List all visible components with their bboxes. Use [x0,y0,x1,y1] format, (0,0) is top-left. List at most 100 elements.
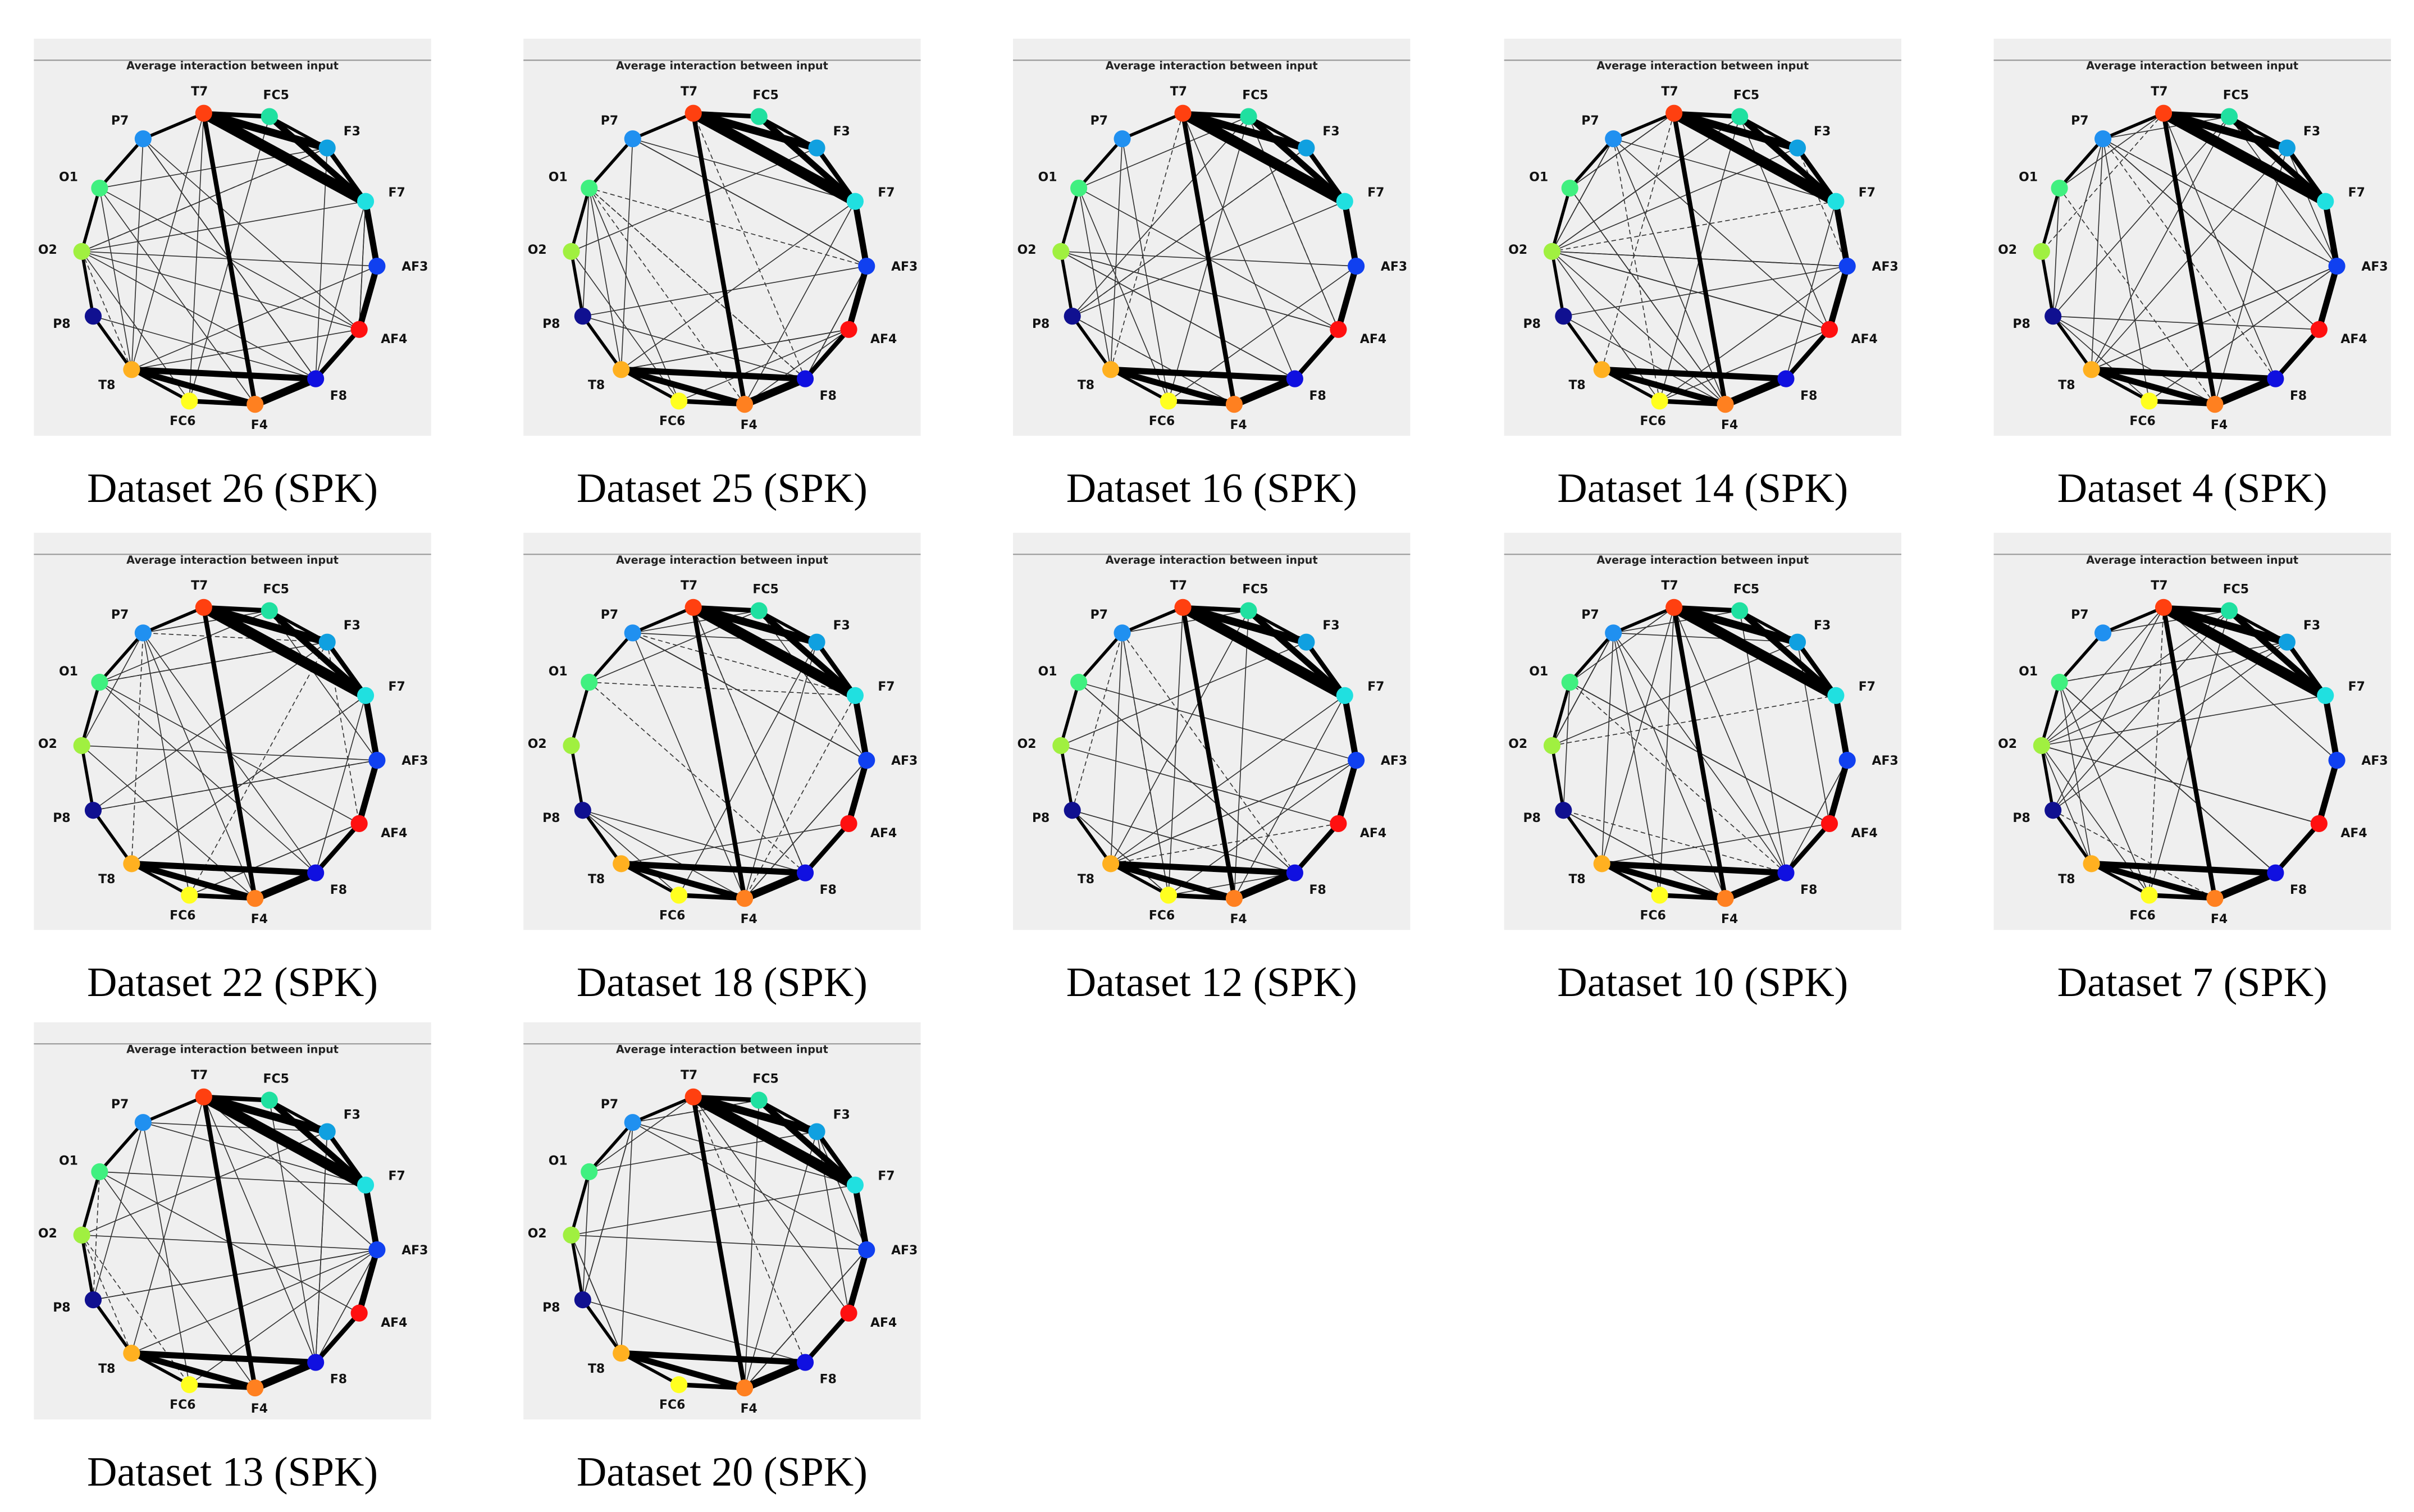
edge [99,682,316,874]
strong-edge [2091,862,2150,897]
strong-edge [268,1099,328,1133]
strong-edge [1672,607,1728,899]
node-label: F8 [330,883,347,897]
edge [2059,682,2150,896]
strong-edge [2274,822,2321,875]
strong-edge [1568,138,1615,189]
node-label: AF3 [2361,260,2388,274]
node [2278,633,2296,651]
strong-edge [314,822,361,875]
strong-edge [620,366,746,408]
node-label: T8 [98,1362,115,1376]
strong-edge [2051,809,2093,865]
edge [1168,266,1357,401]
edge [143,633,190,896]
edge [1569,113,1674,189]
edge [2091,266,2337,371]
node-label: F4 [741,418,757,432]
strong-edge [1784,822,1832,875]
node-label: F8 [1309,883,1326,897]
node [1651,392,1668,410]
node [247,396,264,413]
node-label: O1 [1529,171,1548,185]
node [123,1345,140,1362]
node-label: FC6 [659,1398,685,1412]
node-label: F7 [1367,186,1384,200]
node [181,392,198,410]
node-label: F8 [330,389,347,403]
edge [744,642,818,899]
edge [81,1131,327,1236]
node-label: F7 [1859,680,1875,694]
node-label: T7 [681,1068,697,1082]
strong-edge [743,375,807,408]
node [858,1241,875,1259]
node-label: F3 [2303,619,2320,633]
strong-edge [1246,608,1347,698]
strong-edge [356,265,380,331]
node [2278,139,2296,157]
edge [1110,633,1123,864]
node [134,624,152,642]
node [2094,624,2112,642]
panel-caption: Dataset 16 (SPK) [1066,465,1357,511]
edge [2091,116,2230,370]
node-label: T7 [1661,85,1678,99]
edge [2059,188,2216,405]
edge [93,642,328,811]
node [581,179,598,197]
edge [1659,266,1848,401]
panel-background [34,532,431,930]
node [1064,802,1081,819]
edge [1563,810,1726,899]
strong-edge [1784,328,1832,381]
panel-title: Average interaction between input [616,554,828,567]
node-label: AF3 [2361,754,2388,768]
strong-edge [620,366,806,382]
node-label: AF3 [401,260,428,274]
strong-edge [2040,251,2055,317]
edge [816,1131,868,1250]
strong-edge [1562,315,1603,371]
node [1102,855,1120,873]
node-label: FC6 [1640,414,1666,428]
node [2206,890,2224,907]
strong-edge [2161,113,2217,405]
strong-edge [1550,188,1572,252]
edge [2041,607,2164,746]
edge [203,1097,316,1363]
node-label: T7 [1170,85,1187,99]
node [368,752,386,769]
strong-edge [620,1350,746,1391]
edge [632,1122,856,1186]
node [195,1088,212,1106]
node-label: O2 [1998,737,2017,751]
node-label: AF4 [1851,826,1878,840]
strong-edge [1832,695,1851,761]
edge [189,1249,377,1385]
strong-edge [691,108,858,207]
strong-edge [2161,602,2328,701]
node-label: F7 [388,186,405,200]
edge [189,113,204,401]
node-label: AF4 [1360,826,1386,840]
strong-edge [1672,113,1728,405]
node [1174,599,1192,616]
node [846,687,864,704]
edge [81,745,255,899]
node [123,855,140,873]
edge [588,188,679,401]
strong-edge [2091,366,2276,382]
strong-edge [2228,115,2288,149]
strong-edge [80,1171,102,1236]
strong-edge [2051,315,2093,371]
strong-edge [588,632,634,683]
node-label: O2 [528,1227,547,1241]
strong-edge [1737,114,1838,204]
strong-edge [1078,138,1124,189]
strong-edge [131,1351,190,1386]
panel: Average interaction between input T7 FC5 F3… [523,38,921,511]
edge [2091,139,2103,370]
node-label: AF3 [401,1244,428,1258]
node [350,815,368,832]
